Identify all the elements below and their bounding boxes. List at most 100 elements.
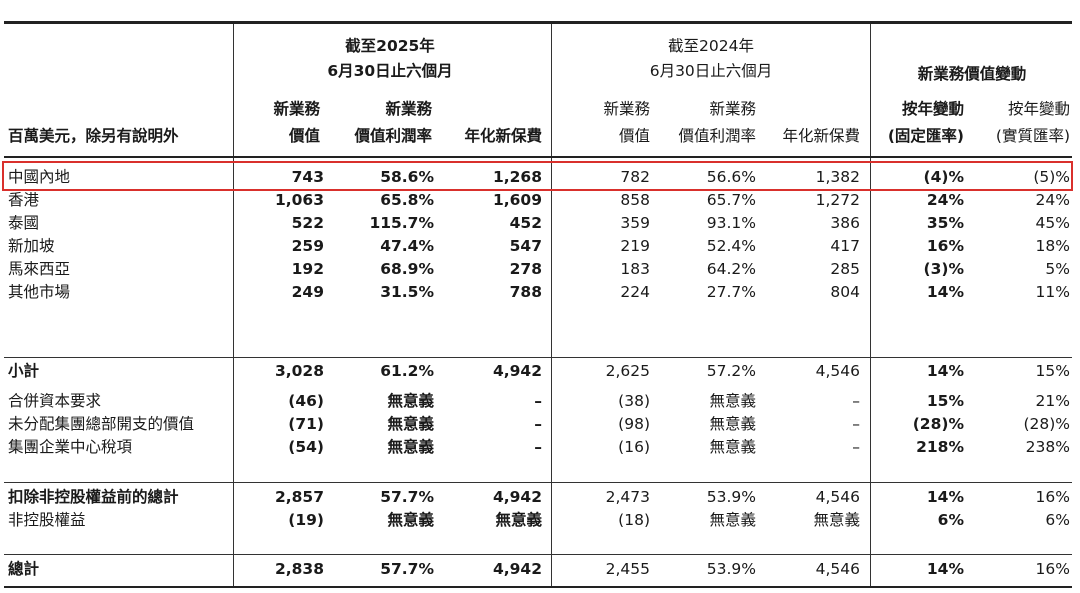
row-value: – [852,438,860,456]
row-value: 788 [509,283,542,301]
col-2024-nbv-line1: 新業務 [603,100,650,118]
row-value: 115.7% [369,214,434,232]
row-value: 57.2% [706,362,756,380]
row-value: 4,942 [492,560,542,578]
row-value: 249 [291,283,324,301]
row-value: 61.2% [380,362,434,380]
row-value: 4,546 [815,488,860,506]
table-row: 香港 1,063 65.8% 1,609 858 65.7% 1,272 24% 24% [4,189,1072,212]
col-2025-nbv-line1: 新業務 [273,100,320,118]
row-value: (5)% [1033,168,1070,186]
row-value: 58.6% [380,168,434,186]
col-change-cer-line1: 按年變動 [901,100,964,118]
col-change-cer-line2: (固定匯率) [887,127,964,145]
table-row: 中國內地 743 58.6% 1,268 782 56.6% 1,382 (4)% (5)% [4,166,1072,189]
table-row: 未分配集團總部開支的價值 (71) 無意義 – (98) 無意義 – (28)% (28)% [4,413,1072,436]
row-value: 52.4% [706,237,756,255]
row-value: 24% [926,191,964,209]
row-value: 64.2% [706,260,756,278]
table-row: 其他市場 249 31.5% 788 224 27.7% 804 14% 11% [4,281,1072,304]
row-value: 278 [509,260,542,278]
row-value: 45% [1035,214,1070,232]
row-value: – [852,415,860,433]
row-value: (28)% [1023,415,1070,433]
row-value: (71) [288,415,324,433]
row-value: 68.9% [380,260,434,278]
row-value: 無意義 [709,511,756,529]
row-value: (98) [618,415,650,433]
row-value: 4,942 [492,488,542,506]
row-value: – [534,392,542,410]
row-label: 非控股權益 [8,511,86,529]
table-row: 小計 3,028 61.2% 4,942 2,625 57.2% 4,546 14% 15% [4,360,1072,383]
row-label: 新加坡 [8,237,55,255]
row-value: 522 [291,214,324,232]
row-value: – [534,438,542,456]
total-rule [4,554,1072,555]
pre-nci-rule [4,482,1072,483]
row-value: 14% [926,283,964,301]
row-value: 53.9% [706,488,756,506]
table-row: 非控股權益 (19) 無意義 無意義 (18) 無意義 無意義 6% 6% [4,509,1072,532]
row-value: 547 [509,237,542,255]
row-value: 無意義 [387,415,434,433]
row-value: 93.1% [706,214,756,232]
row-value: 452 [509,214,542,232]
row-label: 未分配集團總部開支的價值 [8,415,195,433]
group-2024-line1: 截至2024年 [668,37,754,55]
row-value: (54) [288,438,324,456]
row-value: 183 [620,260,650,278]
row-label: 合併資本要求 [8,392,102,410]
row-value: 1,609 [492,191,542,209]
row-value: 3,028 [274,362,324,380]
row-value: 11% [1035,283,1070,301]
row-value: 6% [937,511,964,529]
row-label: 中國內地 [8,168,71,186]
row-value: 2,473 [605,488,650,506]
row-value: 無意義 [709,415,756,433]
row-value: 224 [620,283,650,301]
row-value: 6% [1045,511,1070,529]
group-2024-line2: 6月30日止六個月 [649,62,773,80]
row-value: 65.8% [380,191,434,209]
row-value: 192 [291,260,324,278]
row-value: (19) [288,511,324,529]
row-value: 無意義 [387,392,434,410]
row-label: 泰國 [8,214,40,232]
row-label: 集團企業中心稅項 [8,438,133,456]
row-label: 小計 [8,362,40,380]
header-divider-2 [551,24,552,158]
row-value: 24% [1035,191,1070,209]
row-value: 4,546 [815,560,860,578]
row-value: 1,268 [492,168,542,186]
row-value: 16% [1035,488,1070,506]
row-value: 219 [620,237,650,255]
table-row: 馬來西亞 192 68.9% 278 183 64.2% 285 (3)% 5% [4,258,1072,281]
row-value: 2,838 [274,560,324,578]
row-value: 782 [620,168,650,186]
row-label: 扣除非控股權益前的總計 [8,488,179,506]
table-row: 扣除非控股權益前的總計 2,857 57.7% 4,942 2,473 53.9% 4,54… [4,486,1072,509]
col-2025-ape: 年化新保費 [464,127,542,145]
row-value: 1,063 [274,191,324,209]
row-value: 15% [926,392,964,410]
row-label-heading: 百萬美元，除另有說明外 [8,127,179,145]
subtotal-rule [4,357,1072,358]
row-value: 無意義 [813,511,860,529]
row-value: 417 [830,237,860,255]
col-change-aer-line2: (實質匯率) [995,127,1070,145]
row-value: 5% [1045,260,1070,278]
row-label: 馬來西亞 [8,260,71,278]
table-row: 合併資本要求 (46) 無意義 – (38) 無意義 – 15% 21% [4,390,1072,413]
body-divider-1 [233,158,234,588]
row-value: 16% [926,237,964,255]
col-2024-margin-line2: 價值利潤率 [678,127,756,145]
table-header [4,24,1072,158]
row-value: 1,382 [815,168,860,186]
row-value: 743 [291,168,324,186]
row-value: 285 [830,260,860,278]
body-divider-3 [870,158,871,588]
row-value: 14% [926,488,964,506]
col-2025-nbv-line2: 價值 [288,127,320,145]
group-change-heading: 新業務價值變動 [917,65,1027,83]
